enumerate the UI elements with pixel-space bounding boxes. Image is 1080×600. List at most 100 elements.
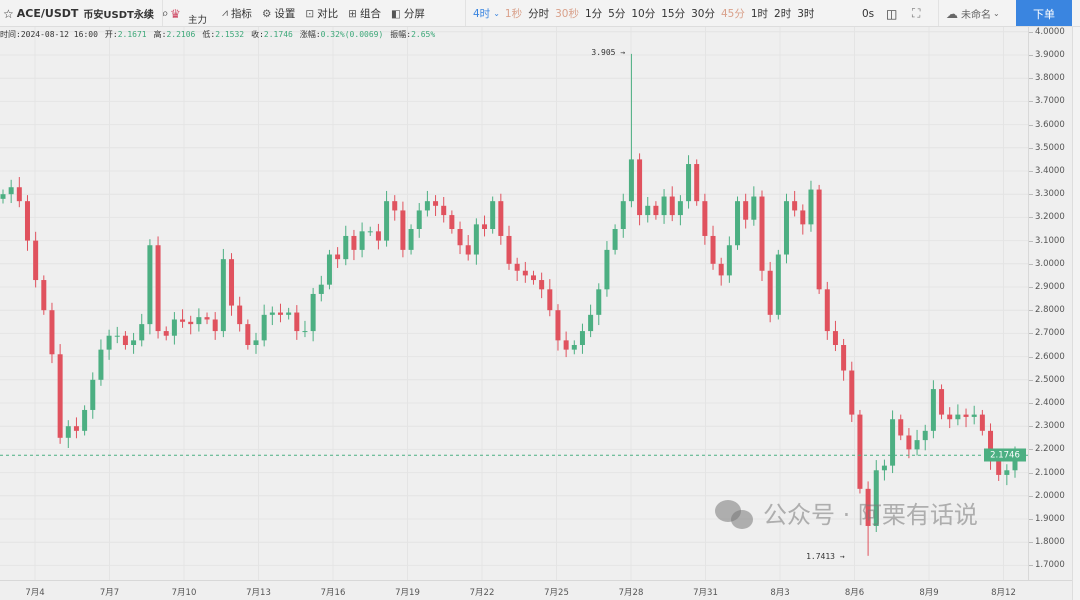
candle-down bbox=[947, 414, 953, 420]
price-axis[interactable]: 4.0000 3.9000 3.8000 3.7000 3.6000 3.5000 3.40… bbox=[1028, 27, 1072, 580]
candle-up bbox=[881, 465, 887, 471]
candle-up bbox=[359, 231, 365, 250]
candle-down bbox=[294, 312, 300, 332]
countdown: 0s bbox=[862, 0, 874, 26]
interval-45分[interactable]: 45分 bbox=[720, 8, 745, 20]
y-tick-label: 3.4000 bbox=[1029, 166, 1065, 176]
candle-down bbox=[212, 319, 218, 332]
main-force-label[interactable]: 主力 bbox=[188, 15, 208, 26]
market-name: 币安USDT永续 bbox=[83, 10, 154, 21]
candle-up bbox=[286, 312, 292, 315]
y-tick-label: 2.7000 bbox=[1029, 328, 1065, 339]
candle-up bbox=[253, 340, 259, 345]
candle-up bbox=[596, 289, 602, 315]
candle-up bbox=[612, 229, 618, 250]
interval-10分[interactable]: 10分 bbox=[631, 8, 656, 20]
candle-down bbox=[800, 210, 806, 225]
candle-down bbox=[155, 245, 161, 332]
candle-down bbox=[16, 187, 22, 202]
candle-down bbox=[718, 263, 724, 276]
candle-down bbox=[457, 229, 463, 246]
interval-分时[interactable]: 分时 bbox=[528, 8, 550, 20]
interval-30分[interactable]: 30分 bbox=[691, 8, 715, 20]
interval-1分[interactable]: 1分 bbox=[584, 8, 603, 20]
fullscreen-icon[interactable]: ⛶ bbox=[912, 6, 921, 20]
candle-up bbox=[735, 201, 741, 246]
candle-up bbox=[914, 440, 920, 450]
toolbar-button-compare[interactable]: ⊡ 对比 bbox=[305, 7, 339, 21]
x-tick-label: 7月4 bbox=[25, 588, 45, 598]
candle-down bbox=[57, 354, 63, 438]
candle-down bbox=[694, 164, 700, 202]
toolbar-button-indicator[interactable]: ⩘ 指标 bbox=[222, 7, 252, 20]
candle-down bbox=[482, 224, 488, 229]
candle-down bbox=[898, 419, 904, 436]
y-tick-label: 2.2000 bbox=[1029, 444, 1065, 455]
interval-1时[interactable]: 1时 bbox=[750, 8, 769, 20]
main-force-button[interactable]: ♛ bbox=[170, 0, 181, 26]
y-tick-label: 3.1000 bbox=[1029, 235, 1065, 246]
star-icon[interactable]: ☆ bbox=[3, 6, 14, 21]
candle-up bbox=[82, 409, 88, 431]
candle-down bbox=[245, 324, 251, 345]
toolbar-button-combine[interactable]: ⊞ 组合 bbox=[348, 7, 381, 21]
candle-up bbox=[408, 229, 414, 250]
info-close: 收:2.1746 bbox=[251, 30, 293, 39]
symbol-selector[interactable]: ☆ ACE/USDT 币安USDT永续 ⌕ bbox=[3, 0, 169, 26]
interval-1秒[interactable]: 1秒 bbox=[504, 8, 523, 20]
candle-up bbox=[775, 254, 781, 315]
search-icon[interactable]: ⌕ bbox=[161, 6, 169, 20]
time-axis[interactable]: 7月4 7月7 7月10 7月13 7月16 7月19 7月22 7月25 7月28 7月31 8月… bbox=[0, 580, 1072, 600]
interval-30秒[interactable]: 30秒 bbox=[555, 8, 579, 20]
info-low: 低:2.1532 bbox=[202, 30, 245, 39]
candle-down bbox=[514, 263, 520, 271]
candle-down bbox=[979, 414, 985, 431]
top-toolbar: ☆ ACE/USDT 币安USDT永续 ⌕ ♛ ⩘ 指标 ⚙ 设置 ⊡ 对比 ⊞ 组合 ◧ 分屏 … bbox=[0, 0, 1080, 27]
candlestick-chart[interactable] bbox=[0, 0, 1028, 600]
candle-up bbox=[171, 319, 177, 336]
candle-up bbox=[1012, 455, 1018, 471]
candle-down bbox=[433, 201, 439, 206]
toolbar-button-split-screen[interactable]: ◧ 分屏 bbox=[390, 7, 425, 21]
candle-down bbox=[841, 345, 847, 371]
candle-up bbox=[98, 349, 104, 380]
candle-down bbox=[33, 240, 39, 281]
interval-2时[interactable]: 2时 bbox=[774, 8, 792, 20]
x-tick-label: 7月16 bbox=[320, 588, 346, 598]
candle-up bbox=[65, 426, 71, 438]
candle-up bbox=[90, 379, 96, 410]
chevron-down-icon[interactable]: ⌄ bbox=[493, 9, 500, 18]
candle-up bbox=[751, 196, 757, 220]
candle-down bbox=[122, 335, 128, 345]
candle-up bbox=[8, 187, 14, 195]
interval-4时[interactable]: 4时 bbox=[473, 8, 491, 20]
y-tick-label: 3.9000 bbox=[1029, 50, 1065, 60]
place-order-button[interactable]: 下单 bbox=[1016, 0, 1072, 26]
candle-up bbox=[579, 331, 585, 345]
candle-down bbox=[759, 196, 765, 271]
layout-menu[interactable]: ☁ 未命名 ⌄ bbox=[946, 0, 1000, 26]
candle-up bbox=[677, 201, 683, 216]
camera-icon[interactable]: ◫ bbox=[886, 6, 898, 21]
interval-15分[interactable]: 15分 bbox=[661, 8, 686, 20]
candle-up bbox=[0, 194, 6, 199]
candle-up bbox=[588, 314, 594, 332]
interval-5分[interactable]: 5分 bbox=[608, 8, 626, 20]
y-tick-label: 1.7000 bbox=[1029, 560, 1065, 571]
candle-down bbox=[237, 305, 243, 325]
interval-3时[interactable]: 3时 bbox=[797, 8, 815, 20]
candle-up bbox=[196, 317, 202, 325]
candle-down bbox=[73, 426, 79, 431]
candle-up bbox=[139, 324, 145, 341]
y-tick-label: 3.0000 bbox=[1029, 258, 1065, 269]
toolbar-button-gear[interactable]: ⚙ 设置 bbox=[261, 7, 296, 21]
candle-up bbox=[971, 414, 977, 417]
candle-down bbox=[335, 254, 341, 260]
candle-down bbox=[816, 189, 822, 290]
watermark: 公众号 · 阿栗有话说 bbox=[715, 500, 978, 530]
crown-icon: ♛ bbox=[170, 6, 181, 21]
divider bbox=[162, 0, 163, 26]
candle-down bbox=[188, 321, 194, 325]
y-tick-label: 3.7000 bbox=[1029, 96, 1065, 107]
x-tick-label: 7月25 bbox=[544, 588, 569, 598]
